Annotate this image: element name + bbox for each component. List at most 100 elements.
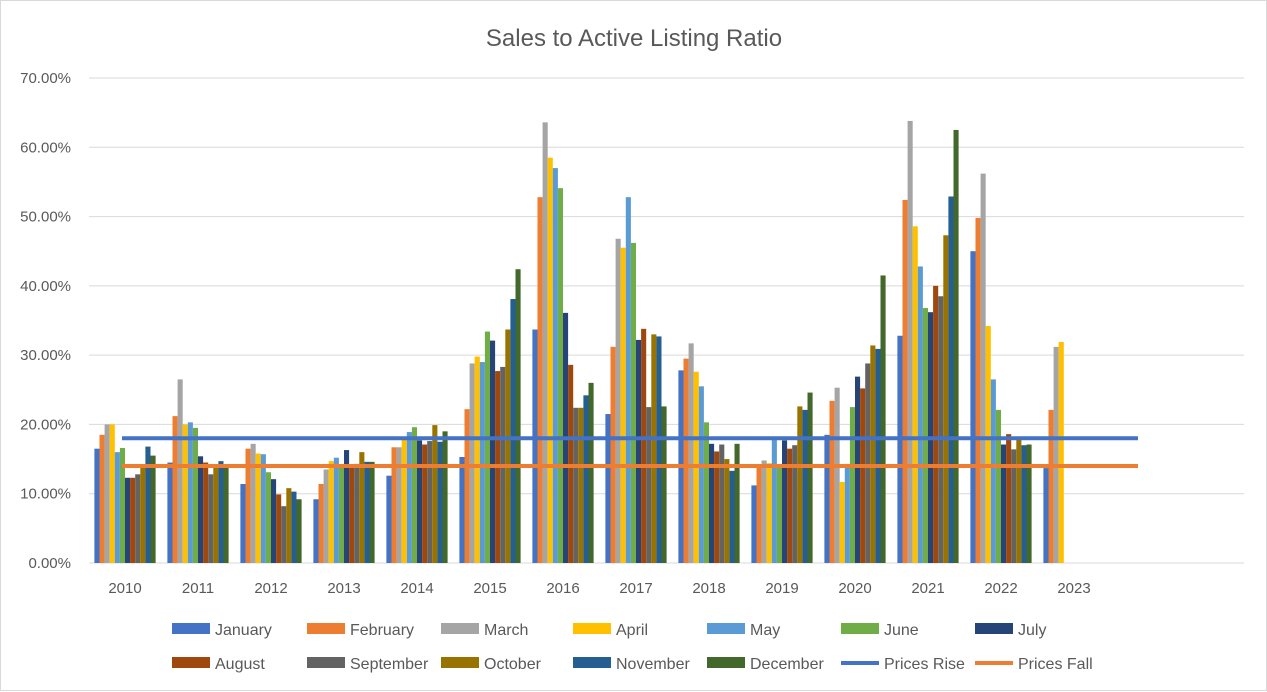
bar-february-2020 xyxy=(829,400,835,563)
bar-march-2016 xyxy=(542,122,548,563)
bar-november-2015 xyxy=(510,299,516,563)
bar-february-2014 xyxy=(391,447,397,563)
legend: January February March April May June July Augu… xyxy=(172,622,1093,673)
x-tick-label: 2012 xyxy=(254,580,287,597)
bar-july-2017 xyxy=(636,339,642,563)
bar-april-2019 xyxy=(766,463,772,563)
bar-november-2010 xyxy=(145,446,151,563)
bar-june-2019 xyxy=(776,464,782,563)
legend-item-prices-rise: Prices Rise xyxy=(841,656,965,673)
bar-may-2022 xyxy=(990,379,996,563)
legend-label: August xyxy=(215,656,265,673)
bar-august-2021 xyxy=(933,285,939,563)
bar-october-2011 xyxy=(213,466,219,563)
y-tick-label: 20.00% xyxy=(20,416,71,433)
bar-june-2013 xyxy=(338,466,344,563)
bar-june-2010 xyxy=(119,447,125,563)
legend-swatch xyxy=(441,623,479,634)
legend-label: December xyxy=(750,656,824,673)
bar-march-2019 xyxy=(761,460,767,563)
y-tick-label: 30.00% xyxy=(20,347,71,364)
bar-october-2021 xyxy=(943,235,949,563)
x-tick-label: 2018 xyxy=(692,580,725,597)
bar-january-2020 xyxy=(824,434,830,563)
bar-november-2019 xyxy=(802,409,808,563)
legend-item-august: August xyxy=(172,656,265,673)
bar-september-2012 xyxy=(281,506,287,563)
bar-december-2016 xyxy=(588,382,594,563)
bar-july-2020 xyxy=(855,376,861,563)
bar-november-2014 xyxy=(437,441,443,563)
legend-label: February xyxy=(350,622,414,639)
bar-october-2013 xyxy=(359,452,365,563)
bar-september-2010 xyxy=(135,474,141,563)
bar-october-2014 xyxy=(432,425,438,563)
x-tick-label: 2011 xyxy=(182,580,214,597)
bar-february-2013 xyxy=(318,484,324,563)
bar-may-2019 xyxy=(771,438,777,563)
bar-june-2014 xyxy=(411,427,417,563)
bar-july-2015 xyxy=(490,340,496,563)
bar-february-2017 xyxy=(610,346,616,563)
y-axis-tick-labels: 0.00% 10.00% 20.00% 30.00% 40.00% 50.00% 60.00… xyxy=(20,70,71,572)
bar-july-2011 xyxy=(198,456,204,563)
bar-june-2020 xyxy=(849,407,855,563)
legend-item-july: July xyxy=(975,622,1046,639)
bar-august-2014 xyxy=(422,444,428,563)
bar-december-2017 xyxy=(661,406,667,563)
bar-january-2023 xyxy=(1043,468,1049,563)
legend-item-october: October xyxy=(441,656,542,673)
bar-april-2022 xyxy=(985,326,991,563)
legend-swatch xyxy=(707,657,745,668)
x-tick-label: 2017 xyxy=(619,580,652,597)
bar-february-2016 xyxy=(537,197,543,563)
bar-march-2012 xyxy=(250,443,256,563)
bar-february-2018 xyxy=(683,358,689,563)
bar-september-2014 xyxy=(427,441,433,563)
bar-june-2017 xyxy=(630,242,636,563)
bar-december-2019 xyxy=(807,392,813,563)
bar-january-2013 xyxy=(313,499,319,563)
bar-july-2019 xyxy=(782,440,788,563)
bar-may-2013 xyxy=(333,457,339,563)
bar-october-2019 xyxy=(797,406,803,563)
bar-november-2022 xyxy=(1021,445,1027,563)
bar-december-2014 xyxy=(442,431,448,563)
legend-item-may: May xyxy=(707,622,780,639)
x-tick-label: 2013 xyxy=(327,580,360,597)
bar-may-2010 xyxy=(114,452,120,563)
legend-item-prices-fall: Prices Fall xyxy=(975,656,1093,673)
x-tick-label: 2015 xyxy=(473,580,506,597)
bar-march-2013 xyxy=(323,469,329,563)
bar-november-2018 xyxy=(729,470,735,563)
bar-july-2013 xyxy=(344,450,350,563)
bar-march-2021 xyxy=(907,120,913,563)
bar-september-2011 xyxy=(208,474,214,563)
bar-september-2017 xyxy=(646,407,652,563)
bar-june-2011 xyxy=(192,427,198,563)
bar-october-2022 xyxy=(1016,439,1022,563)
bar-july-2014 xyxy=(417,440,423,563)
x-tick-label: 2022 xyxy=(984,580,1017,597)
bar-may-2018 xyxy=(698,386,704,563)
bar-july-2010 xyxy=(125,477,131,563)
bar-may-2020 xyxy=(844,463,850,563)
bar-april-2015 xyxy=(474,356,480,563)
x-tick-label: 2021 xyxy=(911,580,944,597)
bar-december-2020 xyxy=(880,275,886,563)
bar-october-2015 xyxy=(505,329,511,563)
bar-december-2021 xyxy=(953,129,959,563)
bar-february-2022 xyxy=(975,217,981,563)
x-tick-label: 2010 xyxy=(108,580,141,597)
bars xyxy=(94,120,1064,564)
legend-label: Prices Fall xyxy=(1018,656,1093,673)
bar-june-2012 xyxy=(265,472,271,563)
bar-march-2020 xyxy=(834,387,840,563)
x-tick-label: 2023 xyxy=(1057,580,1090,597)
bar-january-2017 xyxy=(605,414,611,563)
bar-december-2012 xyxy=(296,499,302,563)
x-axis-tick-labels: 2010 2011 2012 2013 2014 2015 2016 2017 2018 2019… xyxy=(108,580,1090,597)
bar-december-2018 xyxy=(734,443,740,563)
bar-august-2022 xyxy=(1006,434,1012,563)
bar-march-2011 xyxy=(177,379,183,563)
